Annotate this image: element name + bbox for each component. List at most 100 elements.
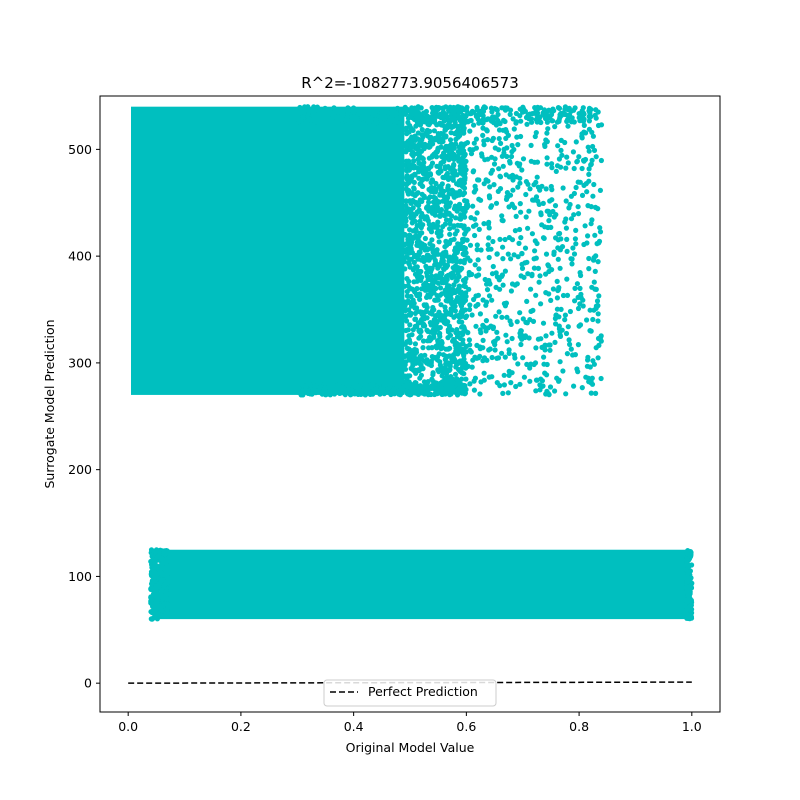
scatter-point <box>535 265 542 271</box>
scatter-point <box>542 224 548 230</box>
scatter-point <box>401 108 407 114</box>
scatter-point <box>414 274 421 280</box>
scatter-point <box>465 363 471 369</box>
scatter-point <box>413 226 419 232</box>
scatter-point <box>370 382 376 388</box>
scatter-point <box>314 104 320 110</box>
scatter-point <box>441 158 447 164</box>
scatter-point <box>553 312 559 318</box>
scatter-point <box>579 165 585 172</box>
scatter-point <box>477 346 483 352</box>
scatter-point <box>544 361 550 368</box>
scatter-point <box>432 185 438 191</box>
scatter-point <box>439 181 445 187</box>
scatter-point <box>550 208 556 215</box>
scatter-point <box>591 361 598 367</box>
scatter-point <box>455 153 461 159</box>
scatter-point <box>417 269 423 275</box>
scatter-point <box>312 383 318 389</box>
scatter-point <box>598 122 605 128</box>
scatter-point <box>436 207 442 213</box>
scatter-point <box>527 365 533 371</box>
scatter-point <box>486 254 492 261</box>
scatter-point <box>496 127 503 133</box>
scatter-point <box>368 118 374 124</box>
scatter-point <box>544 161 550 167</box>
scatter-point <box>404 318 410 324</box>
scatter-point <box>432 382 438 388</box>
scatter-point <box>295 389 301 395</box>
scatter-point <box>159 588 165 594</box>
scatter-point <box>425 292 431 298</box>
scatter-point <box>452 339 458 346</box>
scatter-point <box>446 377 452 383</box>
scatter-point <box>587 110 593 116</box>
scatter-point <box>567 341 573 347</box>
scatter-point <box>531 182 537 188</box>
scatter-point <box>456 319 462 325</box>
scatter-point <box>496 166 502 172</box>
scatter-point <box>443 279 449 286</box>
scatter-point <box>559 244 566 250</box>
scatter-point <box>528 142 534 148</box>
scatter-point <box>467 242 474 248</box>
scatter-point <box>456 274 462 280</box>
x-axis-label: Original Model Value <box>346 740 475 755</box>
scatter-point <box>431 253 437 259</box>
scatter-point <box>464 140 471 146</box>
scatter-point <box>534 159 541 165</box>
scatter-point <box>515 142 521 148</box>
scatter-point <box>359 116 365 122</box>
scatter-point <box>423 116 429 122</box>
scatter-point <box>497 173 503 179</box>
scatter-point <box>575 305 582 312</box>
scatter-point <box>505 251 511 257</box>
scatter-point <box>511 126 517 132</box>
scatter-point <box>425 379 431 385</box>
scatter-point <box>424 315 430 321</box>
scatter-point <box>548 183 554 190</box>
scatter-point <box>403 158 409 164</box>
scatter-point <box>582 156 589 163</box>
scatter-point <box>504 314 510 320</box>
scatter-point <box>411 163 417 169</box>
scatter-point <box>503 135 509 141</box>
scatter-point <box>538 212 544 218</box>
scatter-point <box>443 361 449 368</box>
scatter-point <box>426 144 432 150</box>
scatter-point <box>593 253 599 259</box>
scatter-point <box>437 261 443 267</box>
scatter-point <box>485 178 491 184</box>
scatter-point <box>480 358 486 364</box>
scatter-point <box>456 130 462 136</box>
scatter-point <box>544 119 551 125</box>
scatter-point <box>524 320 530 326</box>
scatter-point <box>439 113 445 119</box>
scatter-point <box>409 134 415 140</box>
scatter-point <box>443 366 449 372</box>
scatter-point <box>529 231 536 237</box>
scatter-point <box>439 390 445 396</box>
scatter-point <box>571 212 577 218</box>
scatter-point <box>452 308 458 314</box>
scatter-point <box>550 107 556 113</box>
scatter-point <box>425 133 431 139</box>
scatter-point <box>386 381 392 387</box>
scatter-point <box>560 368 566 374</box>
scatter-point <box>453 313 459 319</box>
scatter-point <box>591 147 598 153</box>
scatter-point <box>329 115 336 121</box>
scatter-point <box>497 236 503 242</box>
scatter-point <box>440 224 446 230</box>
scatter-point <box>399 118 405 124</box>
scatter-point <box>514 319 520 325</box>
scatter-point <box>593 286 599 292</box>
scatter-point <box>456 201 463 207</box>
scatter-point <box>685 570 691 576</box>
scatter-point <box>421 193 427 199</box>
scatter-point <box>597 225 603 231</box>
scatter-point <box>564 154 570 160</box>
scatter-point <box>538 301 544 307</box>
scatter-point <box>418 328 424 335</box>
scatter-point <box>477 311 483 317</box>
